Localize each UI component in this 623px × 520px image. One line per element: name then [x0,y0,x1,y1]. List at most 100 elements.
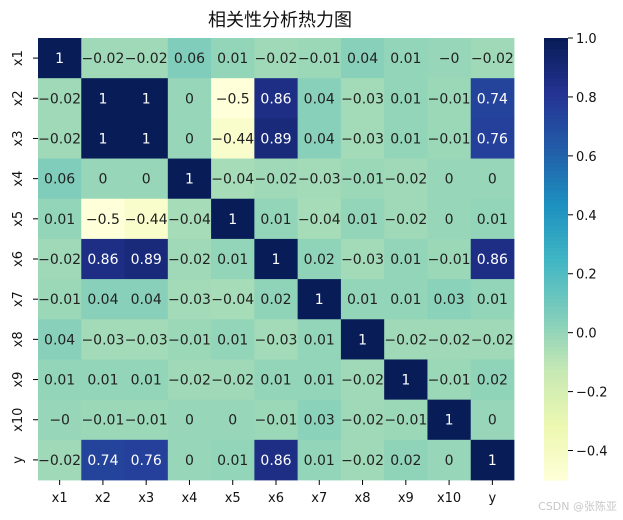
y-tick-label: x6 [11,251,26,267]
heatmap-cell [38,78,82,119]
y-tick-label: y [11,456,26,464]
colorbar-segment [544,163,568,168]
cell-value-label: −0.01 [38,292,81,308]
colorbar-segment [544,96,568,102]
cell-value-label: 0.01 [390,292,421,308]
colorbar-segment [544,89,568,94]
heatmap-cell [340,158,385,200]
heatmap-cell [254,439,299,481]
colorbar-segment [544,52,568,58]
cell-value-label: 0.02 [260,292,291,308]
cell-value-label: 0.03 [434,292,465,308]
cell-value-label: 0.89 [131,252,162,268]
colorbar-segment [544,295,568,301]
colorbar-segment [544,144,568,150]
cell-value-label: 0.01 [477,212,508,228]
heatmap-cell [167,439,212,481]
cell-value-label: −0.01 [428,131,471,147]
cell-value-label: −0.02 [125,51,168,67]
cell-value-label: 1 [55,51,64,67]
colorbar-tick-label: −0.4 [576,445,608,460]
heatmap-cell [384,118,428,159]
x-tick-label: y [489,491,497,506]
colorbar-segment [544,413,568,418]
heatmap-cell [211,158,255,200]
colorbar-segment [544,439,568,444]
heatmap-cell [470,279,515,320]
cell-value-label: 0.01 [217,51,248,67]
heatmap-cell [470,399,515,441]
heatmap-cell [124,319,169,360]
cell-value-label: −0.02 [341,453,384,469]
cell-value-label: 1 [142,91,151,107]
colorbar-segment [544,251,568,256]
cell-value-label: 0.04 [87,292,118,308]
cell-value-label: 0.01 [44,373,75,389]
heatmap-cell [297,399,342,441]
cell-value-label: 1 [401,373,410,389]
heatmap-cell [211,78,255,119]
cell-value-label: −0.01 [168,332,211,348]
heatmap-cell [81,158,125,200]
cell-value-label: −0.02 [38,131,81,147]
cell-value-label: −0.44 [211,131,254,147]
cell-value-label: −0.02 [255,172,298,188]
cell-value-label: 0 [445,453,454,469]
cell-value-label: 0.01 [304,332,335,348]
heatmap-cell [167,198,212,240]
y-tick-label: x2 [11,90,26,106]
cell-value-label: −0 [439,51,460,67]
heatmap-cell [254,359,299,401]
heatmap-cell [384,158,428,200]
heatmap-cell [124,198,169,240]
cell-value-label: −0.01 [384,413,427,429]
cell-value-label: 0.04 [347,51,378,67]
cell-value-label: −0.04 [211,292,254,308]
cell-value-label: 0 [185,91,194,107]
cell-value-label: 0.01 [260,373,291,389]
heatmap-cell [211,198,255,240]
cell-value-label: 0 [488,172,497,188]
y-tick-label: x3 [11,130,26,146]
cell-value-label: 0.86 [260,453,291,469]
colorbar-segment [544,255,568,260]
cell-value-label: −0.02 [384,172,427,188]
colorbar-segment [544,461,568,466]
colorbar-segment [544,152,568,157]
colorbar-segment [544,262,568,267]
colorbar-segment [544,417,568,422]
colorbar-segment [544,369,568,374]
cell-value-label: 0.03 [304,413,335,429]
cell-value-label: 0.01 [390,131,421,147]
colorbar-segment [544,119,568,124]
heatmap-cell [211,118,255,159]
heatmap-cell [81,238,125,280]
colorbar-segment [544,174,568,179]
heatmap-cell [38,198,82,240]
cell-value-label: 1 [272,252,281,268]
x-tick-label: x2 [95,491,111,506]
cell-value-label: −0.02 [471,332,514,348]
heatmap-cell [427,279,472,320]
heatmap-cell [340,399,385,441]
cell-value-label: −0.03 [298,172,341,188]
heatmap-cell [167,279,212,320]
heatmap-cell [470,359,515,401]
colorbar-segment [544,387,568,393]
heatmap-cell [384,238,428,280]
colorbar-segment [544,38,568,43]
heatmap-cell [81,359,125,401]
cell-value-label: −0.04 [168,212,211,228]
colorbar-segment [544,432,568,437]
colorbar-segment [544,63,568,69]
colorbar-segment [544,207,568,212]
cell-value-label: 0.01 [390,252,421,268]
heatmap-cell [38,439,82,481]
colorbar-segment [544,314,568,319]
colorbar-segment [544,303,568,308]
colorbar-segment [544,74,568,80]
colorbar-segment [544,236,568,242]
colorbar-segment [544,170,568,175]
cell-value-label: 0 [185,131,194,147]
colorbar-segment [544,454,568,459]
